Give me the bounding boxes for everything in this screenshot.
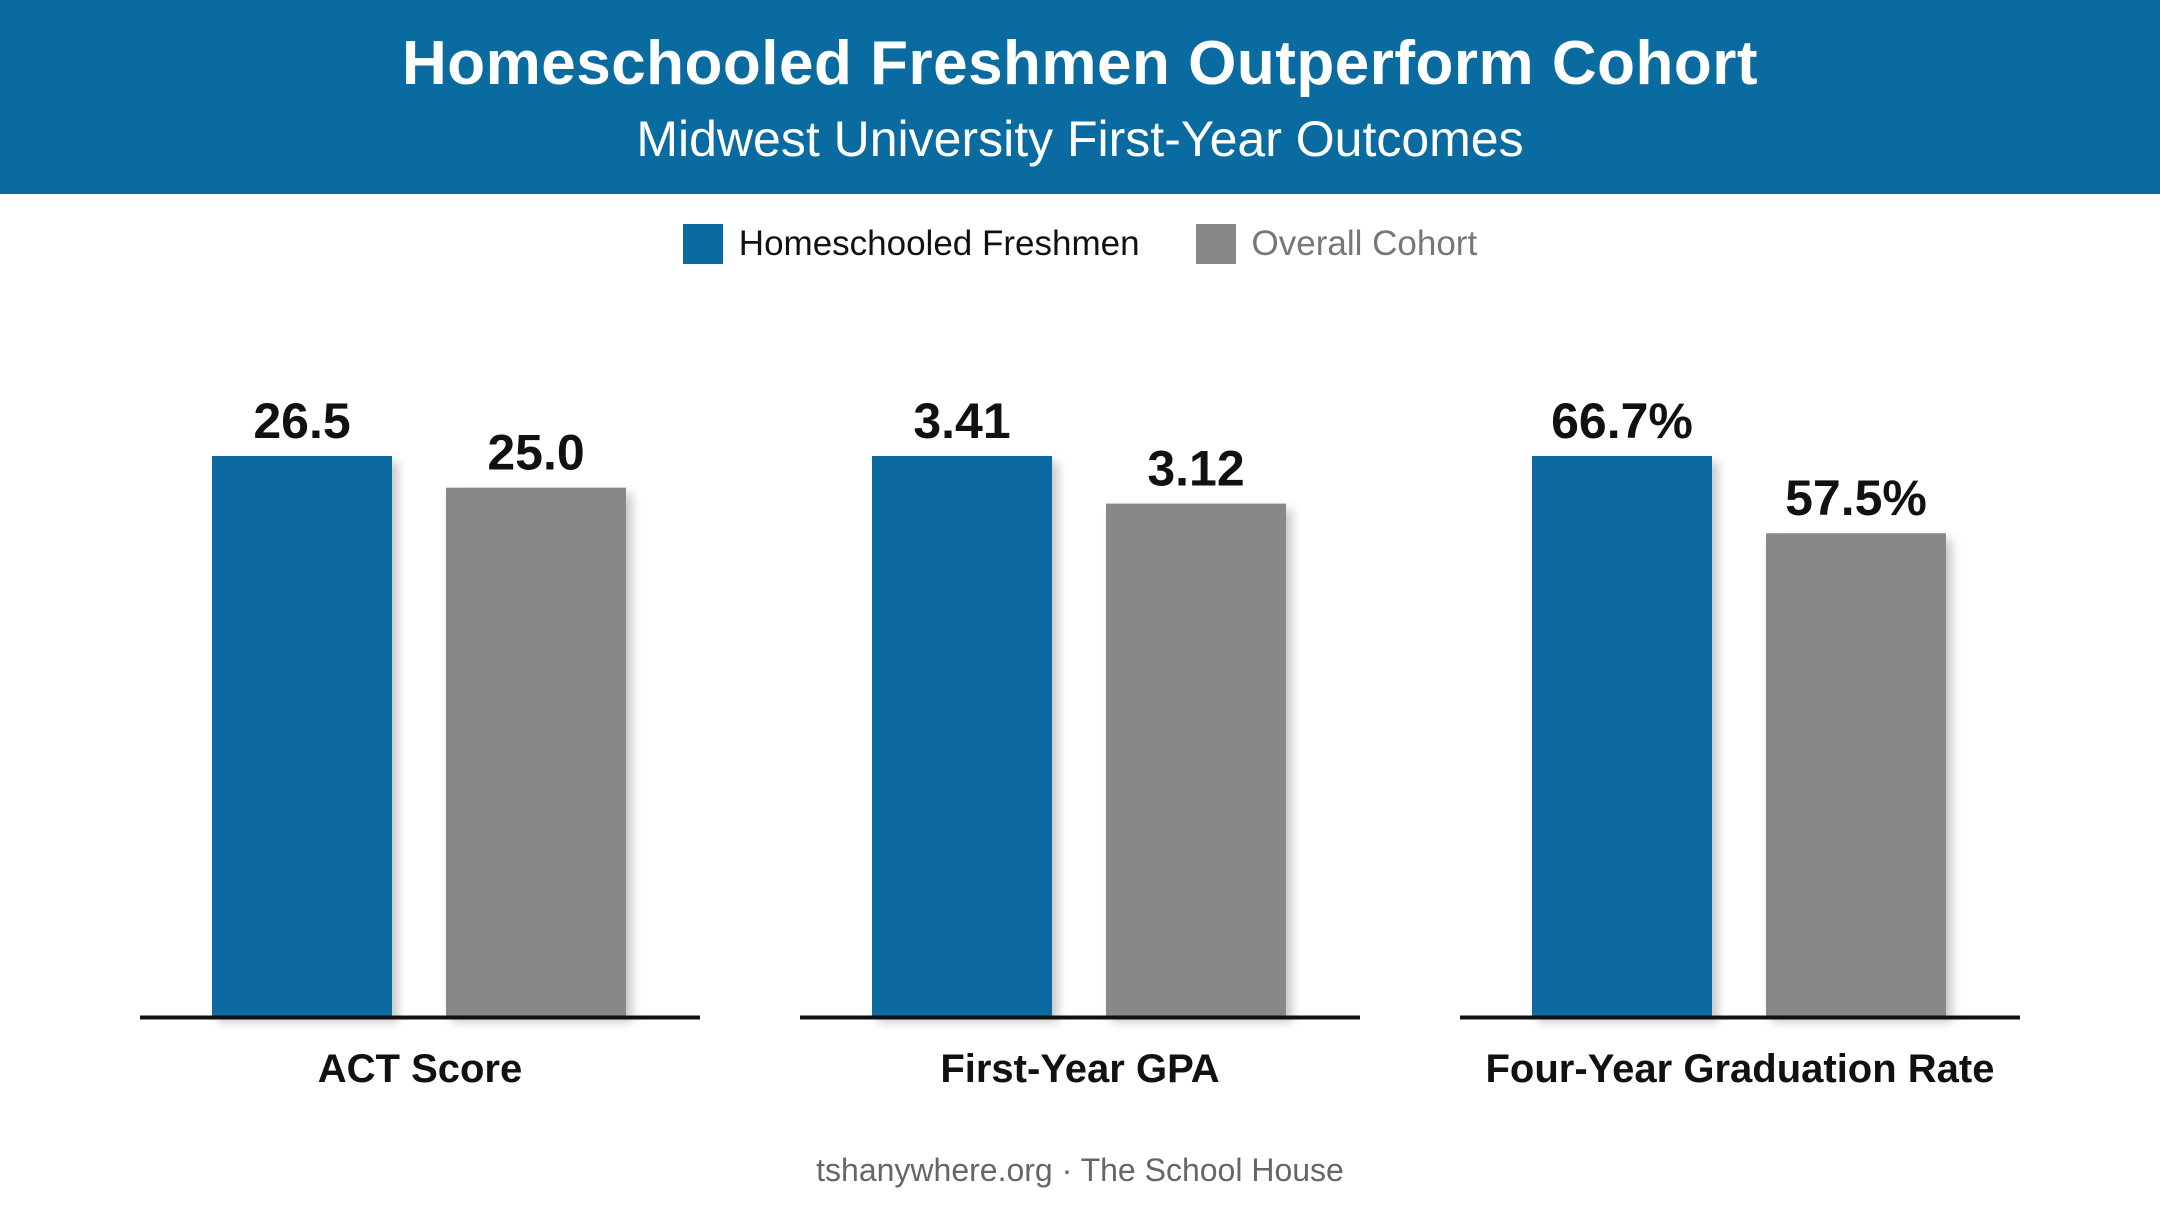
category-label-four-year-graduation-rate: Four-Year Graduation Rate xyxy=(1486,1047,1995,1091)
bar-first-year-gpa-overall-cohort xyxy=(1106,503,1286,1016)
bar-act-score-homeschooled-freshmen xyxy=(212,456,392,1016)
data-label-act-score-homeschooled-freshmen: 26.5 xyxy=(253,393,350,449)
data-label-first-year-gpa-homeschooled-freshmen: 3.41 xyxy=(913,393,1010,449)
bar-act-score-overall-cohort xyxy=(446,487,626,1016)
bar-four-year-graduation-rate-homeschooled-freshmen xyxy=(1532,456,1712,1016)
data-label-four-year-graduation-rate-homeschooled-freshmen: 66.7% xyxy=(1551,393,1693,449)
legend-item-overall: Overall Cohort xyxy=(1195,224,1478,264)
category-label-act-score: ACT Score xyxy=(318,1047,523,1091)
chart-title: Homeschooled Freshmen Outperform Cohort xyxy=(401,29,1759,98)
legend-label-overall: Overall Cohort xyxy=(1251,224,1478,263)
legend-swatch-homeschooled xyxy=(682,224,723,264)
bar-group-act-score: 26.5 25.0 ACT Score xyxy=(140,393,700,1091)
data-label-first-year-gpa-overall-cohort: 3.12 xyxy=(1147,441,1244,497)
chart-subtitle: Midwest University First-Year Outcomes xyxy=(636,111,1524,167)
bar-first-year-gpa-homeschooled-freshmen xyxy=(872,456,1052,1016)
chart-header: Homeschooled Freshmen Outperform Cohort … xyxy=(0,0,2160,194)
data-label-four-year-graduation-rate-overall-cohort: 57.5% xyxy=(1785,470,1927,526)
legend-item-homeschooled: Homeschooled Freshmen xyxy=(682,224,1140,264)
legend: Homeschooled Freshmen Overall Cohort xyxy=(0,222,2160,266)
data-label-act-score-overall-cohort: 25.0 xyxy=(487,425,584,481)
legend-label-homeschooled: Homeschooled Freshmen xyxy=(738,224,1140,263)
category-label-first-year-gpa: First-Year GPA xyxy=(940,1047,1219,1091)
bar-group-first-year-gpa: 3.41 3.12 First-Year GPA xyxy=(800,393,1360,1091)
legend-swatch-overall xyxy=(1195,224,1236,264)
bar-four-year-graduation-rate-overall-cohort xyxy=(1766,533,1946,1016)
bar-group-four-year-graduation-rate: 66.7% 57.5% Four-Year Graduation Rate xyxy=(1460,393,2020,1091)
source-credit: tshanywhere.org · The School House xyxy=(816,1152,1344,1188)
